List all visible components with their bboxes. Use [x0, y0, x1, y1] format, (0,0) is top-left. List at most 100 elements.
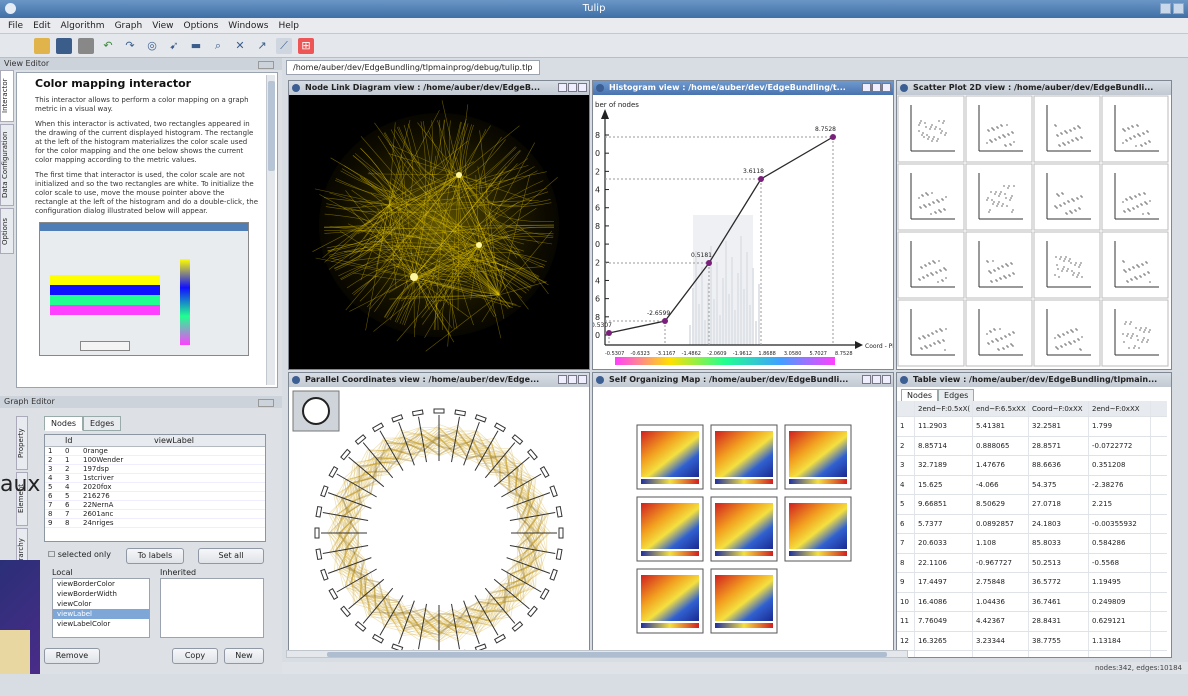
rect-icon[interactable]: ▬	[188, 38, 204, 54]
property-item[interactable]: viewColor	[53, 599, 149, 609]
tab-nodes[interactable]: Nodes	[44, 416, 83, 431]
property-item[interactable]: viewBorderWidth	[53, 589, 149, 599]
table-cell: 5	[897, 495, 915, 514]
histogram-bar	[713, 299, 715, 345]
scroll-thumb[interactable]	[327, 652, 887, 657]
menu-algorithm[interactable]: Algorithm	[61, 18, 105, 33]
workspace-scrollbar[interactable]	[286, 650, 908, 658]
tab-interactor[interactable]: Interactor	[0, 70, 14, 122]
copy-button[interactable]: Copy	[172, 648, 218, 664]
scatter-point	[1004, 136, 1006, 138]
scroll-thumb[interactable]	[268, 81, 275, 171]
col-viewlabel[interactable]: viewLabel	[83, 435, 265, 446]
scatter-point	[1059, 258, 1061, 260]
remove-button[interactable]: Remove	[44, 648, 100, 664]
pointer-icon[interactable]: ➹	[166, 38, 182, 54]
maximize-icon[interactable]	[568, 375, 577, 384]
open-icon[interactable]	[34, 38, 50, 54]
close-x-icon[interactable]: ✕	[232, 38, 248, 54]
column-header[interactable]: 2end~F:0.5xX(	[915, 401, 973, 416]
menu-options[interactable]: Options	[184, 18, 219, 33]
menu-edit[interactable]: Edit	[33, 18, 50, 33]
column-header[interactable]: end~F:6.5xXX	[973, 401, 1029, 416]
scatter-matrix[interactable]	[897, 95, 1172, 370]
node-link-graph[interactable]	[289, 95, 590, 370]
minimize-icon[interactable]	[1160, 3, 1171, 14]
to-labels-button[interactable]: To labels	[126, 548, 184, 564]
histogram-bar	[740, 236, 742, 345]
edge-icon[interactable]: ⟋	[276, 38, 292, 54]
property-item[interactable]: viewBorderColor	[53, 579, 149, 589]
maximize-icon[interactable]	[872, 375, 881, 384]
select-icon[interactable]: ⊞	[298, 38, 314, 54]
minimize-icon[interactable]	[558, 375, 567, 384]
print-icon[interactable]	[78, 38, 94, 54]
menu-windows[interactable]: Windows	[228, 18, 268, 33]
redo-icon[interactable]: ↷	[122, 38, 138, 54]
maximize-icon[interactable]	[1173, 3, 1184, 14]
column-header[interactable]: 2end~F:0xXX	[1089, 401, 1151, 416]
scatter-point	[1075, 262, 1077, 264]
circle-icon[interactable]: ◎	[144, 38, 160, 54]
maximize-icon[interactable]	[568, 83, 577, 92]
new-button[interactable]: New	[224, 648, 264, 664]
table-row[interactable]: 1326.4317-0.59833359.0119-0.408824	[897, 651, 1167, 658]
set-all-button[interactable]: Set all	[198, 548, 264, 564]
maximize-icon[interactable]	[872, 83, 881, 92]
zoom-icon[interactable]: ⌕	[210, 38, 226, 54]
file-tab[interactable]: /home/auber/dev/EdgeBundling/tlpmainprog…	[286, 60, 540, 75]
scatter-cell	[966, 164, 1032, 230]
undo-icon[interactable]: ↶	[100, 38, 116, 54]
close-icon[interactable]	[882, 375, 891, 384]
parallel-coordinates-plot[interactable]	[289, 387, 590, 658]
tab-edges[interactable]: Edges	[83, 416, 121, 431]
menu-graph[interactable]: Graph	[115, 18, 143, 33]
property-item[interactable]: viewLabel	[53, 609, 149, 619]
minimize-icon[interactable]	[862, 83, 871, 92]
menu-view[interactable]: View	[152, 18, 173, 33]
tab-options[interactable]: Options	[0, 208, 14, 254]
column-header[interactable]	[897, 401, 915, 416]
close-icon[interactable]	[578, 375, 587, 384]
scatter-point	[999, 137, 1001, 139]
histogram-bar	[749, 305, 751, 345]
close-icon[interactable]	[578, 83, 587, 92]
save-icon[interactable]	[56, 38, 72, 54]
tab-property[interactable]: Property	[16, 416, 28, 470]
selected-only-checkbox[interactable]: ☐ selected only	[48, 550, 111, 559]
arrow-icon[interactable]: ↗	[254, 38, 270, 54]
col-id[interactable]: Id	[65, 435, 83, 446]
tab-data-configuration[interactable]: Data Configuration	[0, 124, 14, 206]
menu-file[interactable]: File	[8, 18, 23, 33]
column-header[interactable]: Coord~F:0xXX	[1029, 401, 1089, 416]
mapping-point	[830, 134, 836, 140]
minimize-icon[interactable]	[862, 375, 871, 384]
menu-help[interactable]: Help	[278, 18, 299, 33]
minimize-icon[interactable]	[558, 83, 567, 92]
property-item[interactable]: viewLabelColor	[53, 619, 149, 629]
close-icon[interactable]	[882, 83, 891, 92]
som-grid[interactable]	[593, 387, 894, 658]
